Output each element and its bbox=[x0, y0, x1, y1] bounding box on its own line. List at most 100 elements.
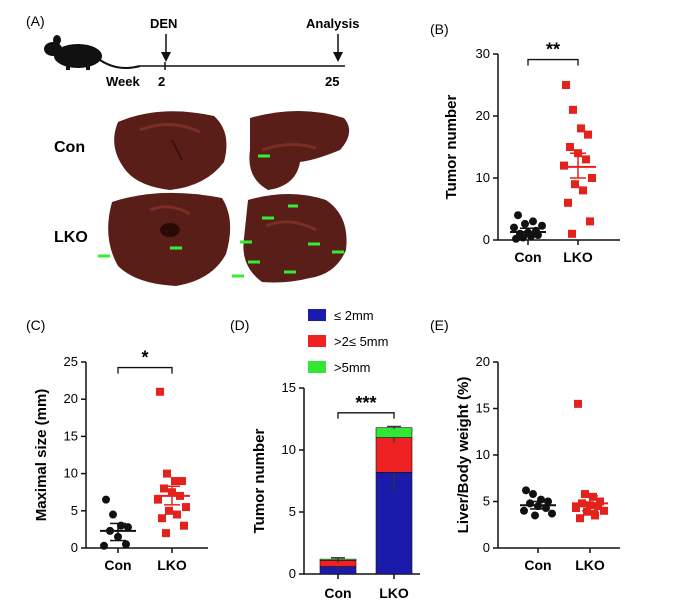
data-point-lko bbox=[579, 186, 587, 195]
y-axis-title: Tumor number bbox=[443, 94, 460, 199]
liver-image-con-2 bbox=[249, 111, 350, 190]
y-tick-label: 0 bbox=[71, 540, 78, 555]
data-point-lko bbox=[569, 105, 577, 114]
y-tick-label: 5 bbox=[71, 503, 78, 518]
data-point-lko bbox=[588, 174, 596, 182]
data-point-lko bbox=[571, 180, 579, 189]
data-point-con bbox=[100, 541, 108, 550]
data-point-lko bbox=[594, 502, 602, 511]
y-axis-title: Tumor number bbox=[251, 428, 268, 533]
data-point-lko bbox=[584, 130, 592, 139]
timeline-event-den: DEN bbox=[150, 16, 177, 31]
category-label: LKO bbox=[157, 557, 187, 573]
data-point-lko bbox=[582, 155, 590, 164]
data-point-con bbox=[109, 510, 117, 519]
y-tick-label: 15 bbox=[476, 401, 490, 416]
data-point-con bbox=[510, 223, 518, 232]
panel-label: (E) bbox=[430, 317, 449, 333]
y-tick-label: 0 bbox=[483, 540, 490, 555]
den-arrow bbox=[161, 34, 171, 62]
panel-b: (B) 0 10 20 30 Con LKO Tumor number ** bbox=[430, 21, 620, 265]
data-point-lko bbox=[568, 229, 576, 238]
data-point-lko bbox=[173, 510, 181, 519]
significance-bracket bbox=[337, 412, 395, 419]
stacked-bar-segment bbox=[375, 437, 413, 473]
data-point-lko bbox=[564, 198, 572, 207]
y-tick-label: 10 bbox=[282, 442, 296, 457]
data-point-lko bbox=[574, 399, 582, 408]
y-tick-label: 20 bbox=[476, 354, 490, 369]
data-point-lko bbox=[583, 507, 591, 516]
panel-a-label: (A) bbox=[26, 13, 45, 29]
panel-label: (D) bbox=[230, 317, 249, 333]
data-point-con bbox=[102, 495, 110, 504]
category-label: Con bbox=[524, 557, 551, 573]
y-tick-label: 10 bbox=[476, 170, 490, 185]
data-point-lko bbox=[589, 492, 597, 501]
timeline-week-den: 2 bbox=[158, 74, 165, 89]
significance-label: ** bbox=[546, 40, 560, 60]
data-point-con bbox=[529, 217, 537, 226]
data-point-lko bbox=[577, 124, 585, 133]
legend-swatch bbox=[308, 361, 326, 373]
analysis-arrow bbox=[333, 34, 343, 62]
legend-swatch bbox=[308, 335, 326, 347]
panel-label: (C) bbox=[26, 317, 45, 333]
liver-image-con-1 bbox=[114, 111, 227, 190]
y-tick-label: 10 bbox=[476, 447, 490, 462]
panel-e: (E) 0 5 10 15 20 Con LKO Liver/Body weight (%) bbox=[430, 317, 620, 573]
category-label: Con bbox=[104, 557, 131, 573]
y-axis-title: Liver/Body weight (%) bbox=[455, 377, 472, 534]
stacked-bar-segment bbox=[375, 427, 413, 438]
data-point-lko bbox=[572, 504, 580, 513]
data-point-con bbox=[529, 490, 537, 499]
significance-bracket bbox=[527, 58, 579, 66]
data-point-con bbox=[538, 221, 546, 230]
data-point-lko bbox=[165, 506, 173, 515]
mouse-icon bbox=[44, 35, 141, 70]
category-label: LKO bbox=[379, 585, 409, 601]
data-point-lko bbox=[562, 81, 570, 89]
group-label-lko: LKO bbox=[54, 229, 88, 246]
y-tick-label: 15 bbox=[64, 428, 78, 443]
data-point-lko bbox=[180, 521, 188, 530]
data-point-lko bbox=[156, 387, 164, 396]
data-point-lko bbox=[600, 506, 608, 515]
category-label: LKO bbox=[563, 249, 593, 265]
data-point-con bbox=[521, 219, 529, 228]
timeline-week-analysis: 25 bbox=[325, 74, 339, 89]
timeline-week-label: Week bbox=[106, 74, 140, 89]
data-point-con bbox=[514, 211, 522, 220]
data-point-con bbox=[531, 511, 539, 520]
y-tick-label: 20 bbox=[64, 391, 78, 406]
data-point-lko bbox=[171, 477, 179, 486]
significance-bracket bbox=[117, 366, 173, 374]
panel-a: (A) Week 2 25 DEN Analysis Con LKO bbox=[26, 13, 359, 286]
y-tick-label: 0 bbox=[483, 232, 490, 247]
panel-d: (D) 0 5 10 15 Con LKO Tumor number ≤ 2mm >2≤ 5mm >… bbox=[230, 308, 420, 601]
data-point-lko bbox=[586, 217, 594, 226]
y-axis-title: Maximal size (mm) bbox=[33, 389, 50, 522]
data-point-lko bbox=[162, 529, 170, 538]
group-label-con: Con bbox=[54, 139, 85, 156]
significance-label: * bbox=[141, 348, 148, 368]
y-tick-label: 5 bbox=[289, 504, 296, 519]
data-point-lko bbox=[182, 503, 190, 512]
data-point-lko bbox=[591, 511, 599, 520]
y-tick-label: 15 bbox=[282, 380, 296, 395]
data-point-con bbox=[520, 506, 528, 515]
data-point-lko bbox=[178, 477, 186, 486]
data-point-lko bbox=[581, 490, 589, 499]
data-point-con bbox=[522, 486, 530, 495]
panel-label: (B) bbox=[430, 21, 449, 37]
y-tick-label: 10 bbox=[64, 466, 78, 481]
liver-image-lko-2 bbox=[232, 194, 347, 283]
category-label: Con bbox=[324, 585, 351, 601]
y-tick-label: 0 bbox=[289, 566, 296, 581]
data-point-lko bbox=[566, 143, 574, 151]
y-tick-label: 20 bbox=[476, 108, 490, 123]
data-point-lko bbox=[596, 497, 604, 506]
legend-label: >5mm bbox=[334, 360, 370, 375]
data-point-lko bbox=[576, 514, 584, 523]
